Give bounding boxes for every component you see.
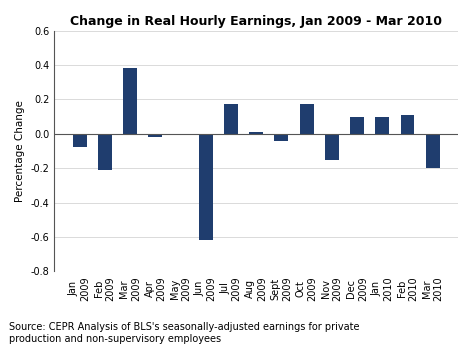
- Bar: [224, 104, 238, 134]
- Bar: [199, 134, 213, 240]
- Bar: [376, 117, 389, 134]
- Bar: [123, 68, 137, 134]
- Bar: [274, 134, 289, 141]
- Bar: [426, 134, 439, 168]
- Bar: [73, 134, 87, 147]
- Text: Source: CEPR Analysis of BLS's seasonally-adjusted earnings for private
producti: Source: CEPR Analysis of BLS's seasonall…: [9, 322, 360, 344]
- Bar: [149, 134, 162, 137]
- Title: Change in Real Hourly Earnings, Jan 2009 - Mar 2010: Change in Real Hourly Earnings, Jan 2009…: [70, 15, 442, 28]
- Bar: [401, 115, 414, 134]
- Bar: [300, 104, 314, 134]
- Bar: [249, 132, 263, 134]
- Bar: [325, 134, 339, 160]
- Bar: [98, 134, 112, 170]
- Bar: [350, 117, 364, 134]
- Y-axis label: Percentage Change: Percentage Change: [15, 100, 25, 202]
